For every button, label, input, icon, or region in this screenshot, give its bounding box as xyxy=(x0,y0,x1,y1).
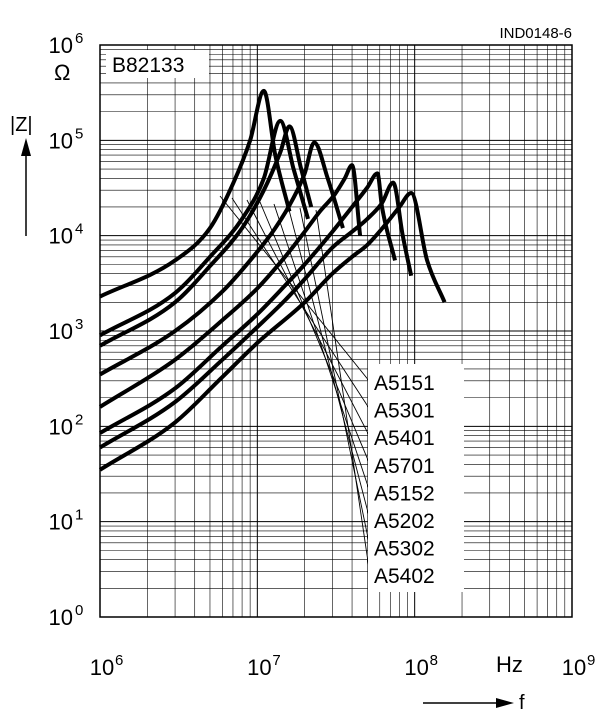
series-line-a5202 xyxy=(98,171,397,435)
y-tick-label-exp: 4 xyxy=(75,221,83,238)
x-tick-label: 10 8 xyxy=(404,652,438,680)
y-tick-label: 10 3 xyxy=(49,316,84,344)
y-tick-label-base: 10 xyxy=(49,33,73,58)
x-tick-label-base: 10 xyxy=(404,655,428,680)
y-tick-label-base: 10 xyxy=(49,128,73,153)
leader-line-a5302 xyxy=(299,207,371,548)
legend-label-a5202: A5202 xyxy=(374,510,435,533)
series-line-a5301 xyxy=(99,118,310,338)
grid xyxy=(99,44,573,618)
series-line-a5152 xyxy=(98,163,363,409)
legend-label-a5151: A5151 xyxy=(374,372,435,395)
y-axis-label: |Z| xyxy=(10,114,33,136)
leader-line-a5202 xyxy=(287,205,371,521)
y-tick-label-base: 10 xyxy=(49,605,73,630)
leader-lines xyxy=(219,195,371,576)
legend-box xyxy=(368,364,464,592)
tick-labels: 10 010 110 210 310 410 510 610 6 10 7 10 8 10 9 xyxy=(49,30,596,680)
legend-label-a5301: A5301 xyxy=(374,400,435,423)
y-tick-label: 10 0 xyxy=(49,602,84,630)
y-tick-label-exp: 6 xyxy=(75,30,83,47)
y-tick-label-exp: 5 xyxy=(75,125,83,142)
series-line-a5701 xyxy=(98,140,345,377)
x-tick-label-exp: 7 xyxy=(272,652,280,669)
x-axis-label: f xyxy=(519,692,525,709)
x-tick-label-exp: 9 xyxy=(587,652,595,669)
y-tick-label-exp: 1 xyxy=(75,507,83,524)
x-tick-label-base: 10 xyxy=(247,655,271,680)
y-tick-label-base: 10 xyxy=(49,319,73,344)
y-tick-label-base: 10 xyxy=(49,510,73,535)
legend-label-a5152: A5152 xyxy=(374,482,435,505)
chart-title: B82133 xyxy=(112,54,184,77)
legend-label-a5302: A5302 xyxy=(374,538,435,561)
leader-line-a5402 xyxy=(315,209,371,576)
plot-frame xyxy=(99,44,573,618)
series-line-a5401 xyxy=(98,124,314,348)
x-tick-label: 10 9 xyxy=(562,652,596,680)
y-axis-arrow-head xyxy=(21,138,31,156)
y-tick-label-exp: 0 xyxy=(75,602,83,619)
series-line-a5151 xyxy=(99,88,292,299)
legend-label-a5701: A5701 xyxy=(374,455,435,478)
leader-line-a5701 xyxy=(259,201,371,465)
x-tick-label-base: 10 xyxy=(562,655,586,680)
y-tick-label: 10 6 xyxy=(49,30,84,58)
x-tick-label-exp: 8 xyxy=(430,652,438,669)
y-tick-label-base: 10 xyxy=(49,224,73,249)
series-line-a5402 xyxy=(98,191,447,472)
y-tick-label: 10 4 xyxy=(49,221,84,249)
legend: A5151 A5301 A5401 A5701 A5152 A5202 A5302 A5402 xyxy=(374,372,435,588)
x-tick-label-base: 10 xyxy=(90,655,114,680)
y-tick-label: 10 5 xyxy=(49,125,84,153)
series-lines xyxy=(98,88,447,472)
x-tick-label-exp: 6 xyxy=(115,652,123,669)
y-tick-label-base: 10 xyxy=(49,414,73,439)
legend-label-a5402: A5402 xyxy=(374,565,435,588)
y-tick-label-exp: 3 xyxy=(75,316,83,333)
y-tick-label-exp: 2 xyxy=(75,411,83,428)
series-line-a5302 xyxy=(98,180,414,450)
x-tick-label: 10 7 xyxy=(247,652,281,680)
x-tick-label: 10 6 xyxy=(90,652,124,680)
y-unit: Ω xyxy=(54,60,70,85)
legend-label-a5401: A5401 xyxy=(374,427,435,450)
title-box xyxy=(106,50,209,78)
figure-id: IND0148-6 xyxy=(499,25,572,42)
x-axis-arrow-head xyxy=(496,698,514,708)
x-unit: Hz xyxy=(496,652,523,677)
y-tick-label: 10 1 xyxy=(49,507,84,535)
y-tick-label: 10 2 xyxy=(49,411,84,439)
